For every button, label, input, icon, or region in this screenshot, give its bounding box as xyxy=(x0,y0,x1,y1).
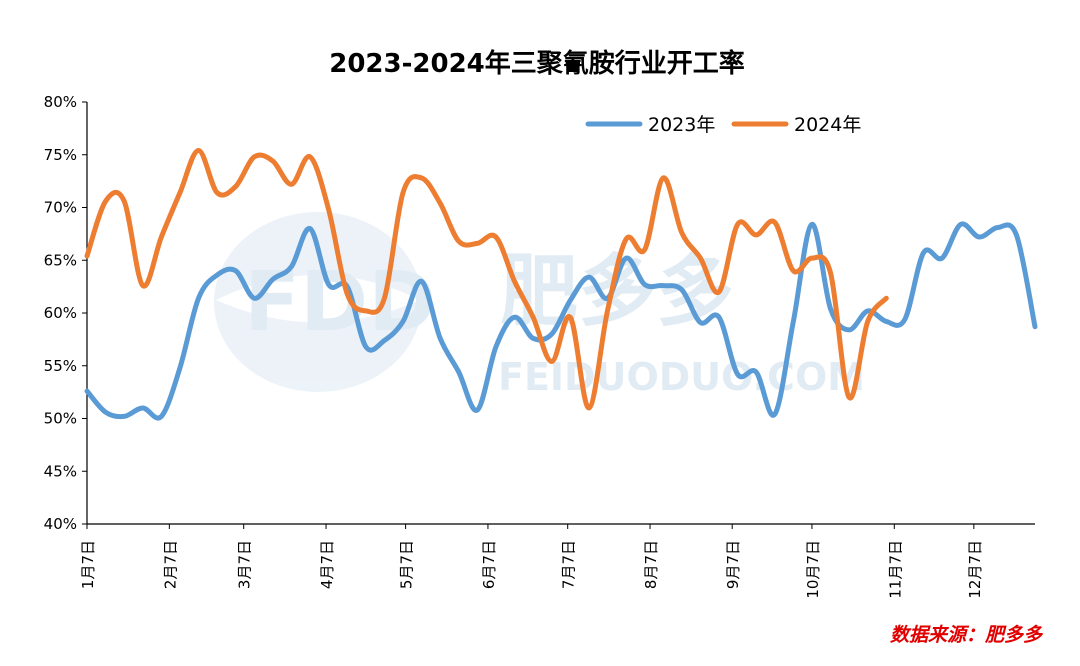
x-tick-label: 2月7日 xyxy=(161,540,179,589)
y-axis-ticks: 40% 45% 50% 55% 60% 65% 70% 75% 80% xyxy=(44,93,87,533)
x-tick-label: 4月7日 xyxy=(318,540,336,589)
y-tick-label: 60% xyxy=(44,304,77,322)
y-tick-label: 75% xyxy=(44,146,77,164)
x-tick-label: 9月7日 xyxy=(724,540,742,589)
source-note: 数据来源：肥多多 xyxy=(890,624,1044,646)
x-tick-label: 11月7日 xyxy=(886,540,904,599)
watermark-brand-url: FEIDUODUO.COM xyxy=(498,355,865,399)
x-tick-label: 8月7日 xyxy=(642,540,660,589)
x-tick-label: 3月7日 xyxy=(236,540,254,589)
series-line-2023 xyxy=(84,221,1038,421)
x-tick-label: 5月7日 xyxy=(398,540,416,589)
y-tick-label: 55% xyxy=(44,357,77,375)
x-tick-label: 12月7日 xyxy=(966,540,984,599)
x-tick-label: 7月7日 xyxy=(560,540,578,589)
legend-label-2023: 2023年 xyxy=(648,114,715,136)
x-tick-label: 1月7日 xyxy=(79,540,97,589)
y-tick-label: 65% xyxy=(44,251,77,269)
y-tick-label: 50% xyxy=(44,410,77,428)
series-group xyxy=(84,148,1038,421)
y-tick-label: 80% xyxy=(44,93,77,111)
x-tick-label: 10月7日 xyxy=(804,540,822,599)
y-tick-label: 40% xyxy=(44,515,77,533)
legend-label-2024: 2024年 xyxy=(794,114,861,136)
x-tick-label: 6月7日 xyxy=(480,540,498,589)
x-axis-ticks: 1月7日 2月7日 3月7日 4月7日 5月7日 6月7日 7月7日 8月7日 9月7日 10月7… xyxy=(79,524,984,599)
series-line-2024 xyxy=(84,148,889,411)
watermark: FDD 肥多多 FEIDUODUO.COM xyxy=(214,212,865,399)
y-tick-label: 70% xyxy=(44,199,77,217)
y-tick-label: 45% xyxy=(44,462,77,480)
legend: 2023年 2024年 xyxy=(585,114,861,136)
chart-title: 2023-2024年三聚氰胺行业开工率 xyxy=(329,48,745,79)
